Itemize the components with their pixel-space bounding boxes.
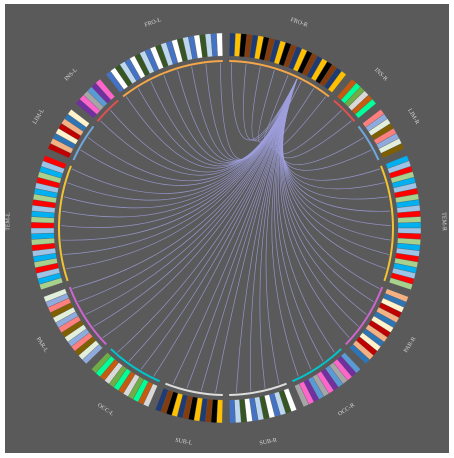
connection-link <box>220 63 298 160</box>
region-segment <box>155 388 169 412</box>
region-segment <box>43 288 68 303</box>
lobe-accent-band <box>380 165 394 282</box>
connection-link <box>243 64 298 141</box>
connection-link <box>172 78 298 385</box>
connection-link <box>281 78 367 315</box>
lobe-label: PAR-L <box>35 336 49 354</box>
lobe-accent-band <box>72 125 95 161</box>
lobe-label: FRO-L <box>144 17 163 29</box>
lobe-accent-band <box>165 382 223 396</box>
region-segment <box>349 344 370 365</box>
lobe-accent-band <box>57 165 72 282</box>
region-segment <box>95 78 116 101</box>
lobe-accent-band <box>357 125 380 161</box>
region-segment <box>216 32 223 57</box>
lobe-accent-band <box>110 348 160 383</box>
region-segments <box>30 32 422 424</box>
lobe-label: INS-R <box>373 67 388 82</box>
lobe-accent-band <box>229 382 287 396</box>
region-segment <box>294 383 310 408</box>
lobe-label: SUB-L <box>175 438 193 447</box>
lobe-accent-band <box>96 99 119 123</box>
region-segment <box>42 155 67 169</box>
connection-link <box>276 78 352 159</box>
lobe-label: FRO-R <box>290 17 309 29</box>
lobe-accent-band <box>333 99 356 123</box>
lobe-accent-band <box>68 286 107 346</box>
connection-link <box>281 78 389 200</box>
lobe-label: OCC-R <box>337 402 356 417</box>
lobe-label: PAR-R <box>403 336 417 354</box>
lobe-label: LIM-L <box>32 108 46 126</box>
connection-link <box>251 66 298 142</box>
connection-link <box>280 78 359 327</box>
connection-link <box>279 78 350 338</box>
region-segment <box>229 399 236 424</box>
diagram-panel: FRO-R INS-R LIM-R TEM-R PAR-R OCC-R SUB-R SUB-L… <box>5 4 449 453</box>
connection-link <box>78 78 298 303</box>
lobe-label: LIM-R <box>406 108 420 126</box>
region-segment <box>397 222 422 229</box>
connection-link <box>257 70 298 143</box>
connection-links <box>60 63 392 393</box>
region-segment <box>327 70 347 93</box>
region-segment <box>30 227 55 234</box>
region-segment <box>67 109 90 128</box>
region-segment <box>388 277 413 290</box>
region-segment <box>397 227 422 234</box>
lobe-label: OCC-L <box>96 403 115 418</box>
lobe-label: SUB-R <box>259 438 277 447</box>
connectogram: FRO-R INS-R LIM-R TEM-R PAR-R OCC-R SUB-R SUB-L… <box>5 17 447 447</box>
connection-link <box>277 78 335 353</box>
region-segment <box>380 143 405 159</box>
lobe-label: TEM-L <box>5 212 12 231</box>
region-segment <box>30 222 55 229</box>
connection-link <box>231 63 298 141</box>
lobe-accent-band <box>292 348 342 383</box>
lobe-label: INS-L <box>64 67 79 82</box>
region-segment <box>91 352 112 374</box>
lobe-label: TEM-R <box>440 212 447 231</box>
region-segment <box>354 98 377 119</box>
lobe-accent-band <box>345 286 384 346</box>
